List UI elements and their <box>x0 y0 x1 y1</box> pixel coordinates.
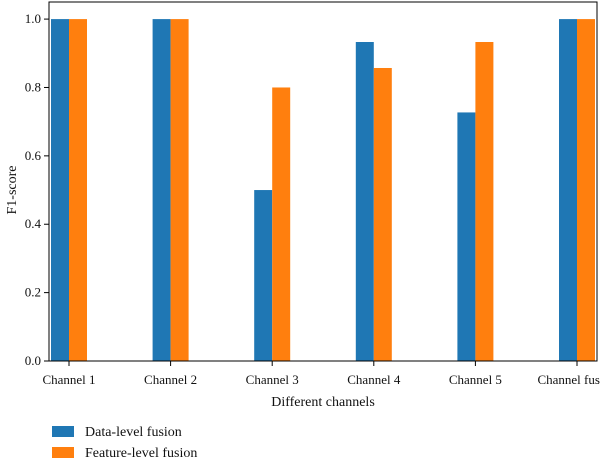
y-tick-label: 0.4 <box>25 216 42 231</box>
bar-feature-level-5 <box>475 42 494 361</box>
y-tick-label: 0.8 <box>25 79 41 94</box>
y-tick-label: 0.2 <box>25 285 41 300</box>
x-tick-label: Channel 5 <box>449 372 502 387</box>
y-axis-title: F1-score <box>5 166 20 215</box>
x-tick-label: Channel 4 <box>347 372 401 387</box>
y-tick-label: 0.0 <box>25 353 41 368</box>
x-tick-label: Channel 3 <box>246 372 299 387</box>
legend: Data-level fusion Feature-level fusion <box>52 425 197 461</box>
x-tick-label: Channel fusion <box>537 372 600 387</box>
bar-data-level-3 <box>254 190 273 361</box>
y-axis: 0.0 0.2 0.4 0.6 0.8 1.0 <box>25 11 49 368</box>
legend-swatch-data-level <box>52 426 74 437</box>
bar-feature-level-3 <box>272 87 291 361</box>
bar-feature-level-1 <box>69 19 87 361</box>
x-axis: Channel 1 Channel 2 Channel 3 Channel 4 Chan… <box>42 361 600 387</box>
y-tick-label: 0.6 <box>25 148 42 163</box>
bar-feature-level-6 <box>577 19 595 361</box>
bar-data-level-2 <box>152 19 171 361</box>
x-tick-label: Channel 2 <box>144 372 197 387</box>
legend-label-data-level: Data-level fusion <box>85 425 182 440</box>
bar-data-level-5 <box>457 112 476 361</box>
bar-feature-level-2 <box>170 19 189 361</box>
bars-group <box>51 19 595 362</box>
y-tick-label: 1.0 <box>25 11 41 26</box>
bar-data-level-4 <box>355 42 374 361</box>
legend-swatch-feature-level <box>52 447 74 458</box>
bar-feature-level-4 <box>373 67 392 362</box>
plot-frame <box>48 1 598 362</box>
x-axis-title: Different channels <box>271 395 375 410</box>
bar-data-level-6 <box>559 19 577 361</box>
x-tick-label: Channel 1 <box>42 372 95 387</box>
legend-label-feature-level: Feature-level fusion <box>85 446 197 461</box>
bar-data-level-1 <box>51 19 69 361</box>
